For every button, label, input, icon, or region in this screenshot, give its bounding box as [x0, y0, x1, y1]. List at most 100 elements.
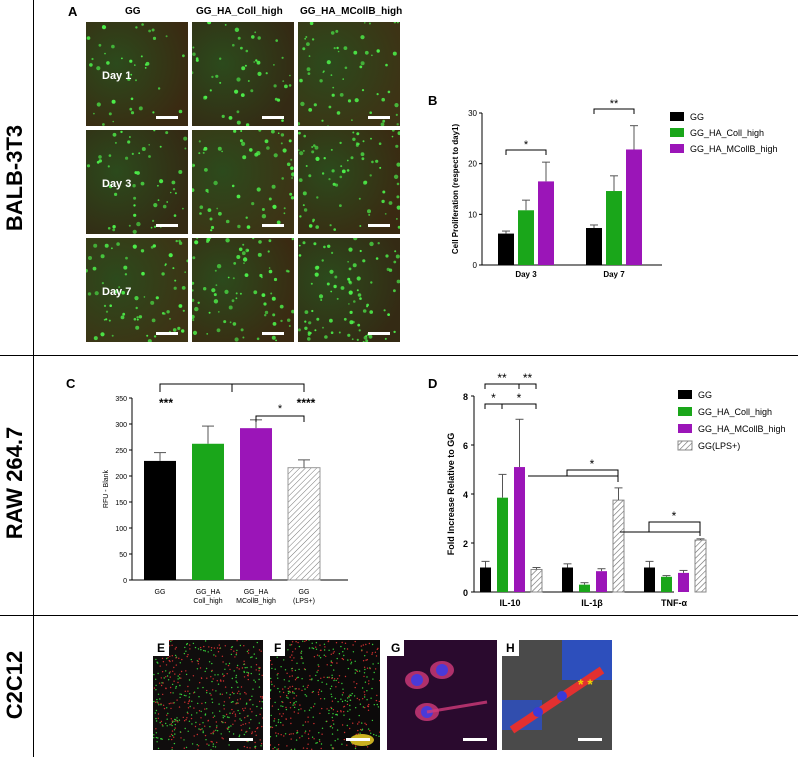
- fluor-dot: [234, 656, 236, 658]
- cell-dot: [280, 133, 285, 137]
- fluor-dot: [342, 692, 344, 694]
- fluor-dot: [367, 709, 370, 711]
- fluor-dot: [155, 736, 158, 739]
- fluor-dot: [196, 733, 198, 736]
- cell-dot: [136, 221, 141, 227]
- fluor-dot: [353, 695, 356, 697]
- cell-dot: [140, 249, 145, 253]
- fluor-dot: [168, 640, 171, 642]
- fluor-dot: [235, 680, 237, 682]
- cell-dot: [273, 84, 277, 88]
- fluor-dot: [318, 689, 321, 691]
- fluor-dot: [208, 646, 210, 648]
- fluor-dot: [297, 676, 299, 679]
- cell-dot: [282, 80, 285, 82]
- cell-dot: [315, 265, 320, 270]
- fluor-dot: [364, 681, 367, 683]
- cell-dot: [255, 59, 258, 62]
- cell-dot: [203, 146, 208, 151]
- cell-dot: [184, 271, 187, 274]
- scale-bar: [578, 738, 602, 741]
- cell-dot: [256, 187, 261, 192]
- cell-dot: [228, 116, 233, 120]
- fluor-dot: [193, 691, 196, 693]
- fluor-dot: [270, 697, 271, 700]
- scale-bar: [156, 332, 178, 335]
- legend-swatch: [670, 128, 684, 137]
- fluor-dot: [204, 670, 206, 673]
- fluor-dot: [325, 655, 327, 657]
- fluor-dot: [291, 685, 294, 688]
- fluor-dot: [233, 670, 235, 672]
- sig-il10-b: [501, 403, 537, 409]
- fluor-dot: [212, 716, 214, 719]
- fluor-dot: [180, 737, 182, 739]
- sig-il10-d: [518, 383, 537, 389]
- fluor-dot: [231, 712, 234, 715]
- cell-dot: [381, 199, 385, 204]
- fluor-dot: [260, 707, 263, 709]
- fluor-dot: [247, 672, 250, 674]
- scale-bar: [156, 224, 178, 227]
- cell-dot: [277, 132, 280, 134]
- fluor-dot: [349, 727, 351, 730]
- fluor-dot: [200, 710, 202, 713]
- y-tick-label: 150: [115, 500, 127, 507]
- fluor-dot: [179, 693, 181, 695]
- cell-dot: [236, 120, 241, 125]
- fluor-dot: [228, 697, 231, 699]
- fluor-dot: [362, 698, 364, 700]
- fluor-dot: [174, 648, 176, 650]
- fluor-dot: [231, 701, 234, 703]
- fluor-dot: [330, 706, 332, 709]
- cell-dot: [371, 160, 374, 164]
- cell-dot: [348, 267, 352, 271]
- fluor-dot: [240, 724, 242, 727]
- cell-dot: [352, 131, 355, 134]
- cell-dot: [96, 102, 101, 107]
- cell-dot: [247, 80, 250, 82]
- fluor-dot: [188, 699, 191, 701]
- cell-dot: [333, 284, 337, 289]
- cell-dot: [369, 241, 374, 247]
- fluor-dot: [200, 728, 202, 731]
- cell-dot: [273, 64, 275, 66]
- cell-dot: [134, 171, 138, 175]
- cell-dot: [291, 309, 294, 314]
- cell-dot: [381, 97, 385, 102]
- cell-nucleus: [436, 664, 448, 676]
- cell-dot: [94, 291, 99, 296]
- cell-dot: [330, 74, 333, 76]
- fluor-dot: [321, 707, 323, 710]
- fluor-dot: [239, 644, 242, 647]
- legend-swatch: [677, 440, 693, 451]
- fluor-dot: [312, 716, 314, 718]
- fluor-dot: [330, 693, 332, 695]
- fluor-dot: [215, 655, 217, 657]
- cell-dot: [159, 179, 164, 184]
- fluor-dot: [294, 648, 297, 650]
- fluor-dot: [168, 645, 171, 647]
- fluor-dot: [237, 709, 239, 712]
- fluor-dot: [168, 659, 170, 662]
- fluor-dot: [290, 722, 292, 725]
- fluor-dot: [274, 668, 276, 670]
- cell-dot: [315, 156, 320, 161]
- fluor-dot: [308, 640, 310, 641]
- fluor-dot: [368, 680, 370, 682]
- fluor-dot: [216, 725, 218, 727]
- fluor-dot: [333, 723, 335, 725]
- y-tick-label: 250: [115, 448, 127, 455]
- y-tick-label: 6: [463, 441, 468, 451]
- cell-dot: [232, 277, 235, 280]
- fluor-dot: [197, 702, 199, 705]
- fluor-dot: [319, 740, 321, 743]
- cell-dot: [105, 310, 109, 313]
- fluor-dot: [218, 703, 220, 705]
- cell-dot: [241, 66, 246, 71]
- cell-dot: [347, 277, 351, 281]
- sig-label-3: *: [278, 403, 283, 415]
- fluor-dot: [169, 735, 171, 738]
- cell-dot: [175, 239, 178, 243]
- cell-dot: [233, 262, 237, 265]
